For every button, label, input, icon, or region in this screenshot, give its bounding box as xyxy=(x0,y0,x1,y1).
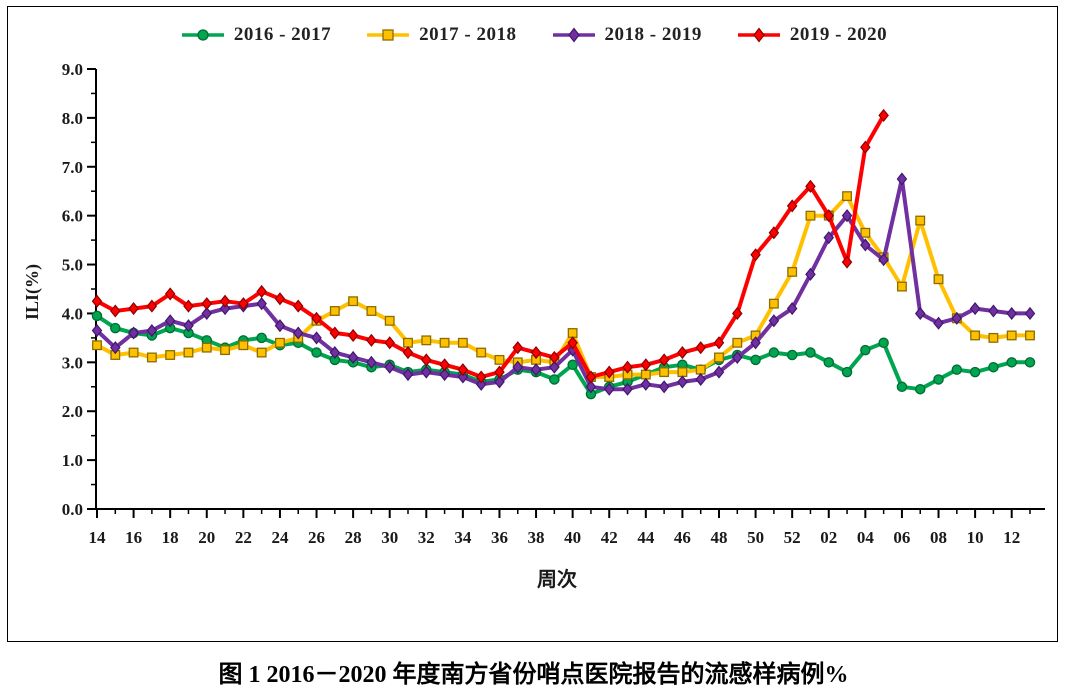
x-tick-label: 46 xyxy=(674,528,691,547)
y-axis-title: ILI(%) xyxy=(22,264,43,320)
x-tick-label: 36 xyxy=(491,528,508,547)
legend-item-2016-2017: 2016 - 2017 xyxy=(180,24,331,46)
x-tick-label: 32 xyxy=(418,528,435,547)
legend-label: 2017 - 2018 xyxy=(419,24,517,45)
legend-label: 2019 - 2020 xyxy=(789,24,888,45)
series-2019-2020 xyxy=(91,108,889,384)
chart-legend: 2016 - 2017 2017 - 2018 2018 - 2019 2019 - … xyxy=(0,24,1067,46)
ili-line-chart: 0.0 1.0 2.0 3.0 4.0 5.0 6.0 7.0 8.0 9.0 14 16 18 20 22… xyxy=(22,60,1045,591)
x-tick-label: 04 xyxy=(857,528,875,547)
series-2018-2019 xyxy=(91,172,1036,396)
x-tick-label: 06 xyxy=(893,528,910,547)
x-tick-label: 28 xyxy=(345,528,362,547)
x-tick-label: 50 xyxy=(747,528,764,547)
x-tick-label: 18 xyxy=(162,528,179,547)
x-tick-label: 44 xyxy=(637,528,655,547)
x-tick-label: 16 xyxy=(125,528,142,547)
y-tick-label: 0.0 xyxy=(62,500,83,519)
legend-item-2018-2019: 2018 - 2019 xyxy=(551,24,702,46)
y-axis-ticks: 0.0 1.0 2.0 3.0 4.0 5.0 6.0 7.0 8.0 9.0 xyxy=(62,60,96,519)
x-tick-label: 24 xyxy=(271,528,289,547)
y-tick-label: 8.0 xyxy=(62,109,83,128)
x-tick-label: 30 xyxy=(381,528,398,547)
x-tick-label: 26 xyxy=(308,528,325,547)
series-2016-2017 xyxy=(91,310,1036,400)
x-tick-label: 20 xyxy=(198,528,215,547)
legend-item-2017-2018: 2017 - 2018 xyxy=(365,24,516,46)
x-tick-label: 10 xyxy=(967,528,984,547)
x-tick-label: 42 xyxy=(601,528,618,547)
legend-item-2019-2020: 2019 - 2020 xyxy=(736,24,887,46)
x-tick-label: 08 xyxy=(930,528,947,547)
x-tick-label: 48 xyxy=(710,528,727,547)
y-tick-label: 6.0 xyxy=(62,207,83,226)
x-tick-label: 40 xyxy=(564,528,581,547)
x-tick-label: 02 xyxy=(820,528,837,547)
x-axis-title: 周次 xyxy=(537,567,577,591)
legend-label: 2018 - 2019 xyxy=(604,24,702,45)
diamond-marker-icon xyxy=(552,27,595,43)
y-tick-label: 1.0 xyxy=(62,451,83,470)
x-tick-label: 52 xyxy=(784,528,801,547)
x-tick-label: 34 xyxy=(454,528,472,547)
y-tick-label: 4.0 xyxy=(62,304,83,323)
y-tick-label: 3.0 xyxy=(62,353,83,372)
diamond-marker-icon xyxy=(737,27,780,43)
chart-caption: 图 1 2016－2020 年度南方省份哨点医院报告的流感样病例% xyxy=(218,662,849,688)
x-tick-label: 22 xyxy=(235,528,252,547)
legend-label: 2016 - 2017 xyxy=(233,24,332,45)
x-tick-label: 12 xyxy=(1003,528,1020,547)
circle-marker-icon xyxy=(181,29,224,41)
x-tick-label: 38 xyxy=(528,528,545,547)
y-tick-label: 2.0 xyxy=(62,402,83,421)
x-axis-ticks: 14 16 18 20 22 24 26 28 30 32 34 36 38 40 42 44 46 48 50 52… xyxy=(89,509,1031,547)
square-marker-icon xyxy=(367,29,410,41)
y-tick-label: 5.0 xyxy=(62,256,83,275)
y-tick-label: 7.0 xyxy=(62,158,83,177)
x-tick-label: 14 xyxy=(89,528,107,547)
y-tick-label: 9.0 xyxy=(62,60,83,79)
